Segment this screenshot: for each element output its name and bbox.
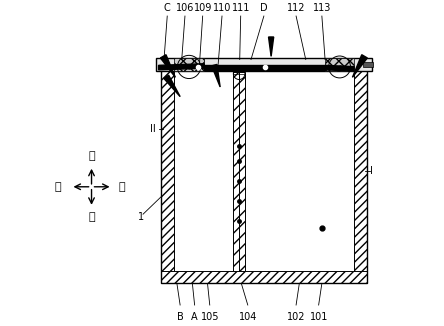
Polygon shape <box>159 64 204 70</box>
Text: I: I <box>370 166 373 176</box>
Text: D: D <box>260 3 268 13</box>
Polygon shape <box>325 65 354 71</box>
Polygon shape <box>353 55 367 77</box>
Polygon shape <box>164 75 180 96</box>
Text: 111: 111 <box>231 3 250 13</box>
Text: 104: 104 <box>238 312 257 322</box>
Text: 113: 113 <box>313 3 331 13</box>
Bar <box>156 58 372 71</box>
Text: 109: 109 <box>194 3 212 13</box>
Text: 1: 1 <box>138 212 144 222</box>
Text: 左: 左 <box>55 182 61 192</box>
Text: 上: 上 <box>88 151 95 161</box>
Polygon shape <box>269 37 274 56</box>
Bar <box>161 61 174 283</box>
Bar <box>161 271 367 283</box>
Polygon shape <box>212 65 220 87</box>
Polygon shape <box>160 55 175 77</box>
Polygon shape <box>204 65 325 70</box>
Text: 102: 102 <box>287 312 305 322</box>
Text: B: B <box>177 312 183 322</box>
Bar <box>161 61 367 69</box>
Text: 下: 下 <box>88 212 95 222</box>
Text: 110: 110 <box>213 3 231 13</box>
Text: II: II <box>150 124 156 134</box>
Text: 105: 105 <box>201 312 219 322</box>
Bar <box>354 61 367 283</box>
Bar <box>174 58 204 71</box>
Text: 右: 右 <box>119 182 126 192</box>
Bar <box>325 58 354 71</box>
Bar <box>363 62 373 67</box>
Bar <box>161 61 367 283</box>
Text: 112: 112 <box>287 3 305 13</box>
Text: 101: 101 <box>309 312 328 322</box>
Text: C: C <box>164 3 170 13</box>
Text: A: A <box>191 312 198 322</box>
Bar <box>233 72 245 271</box>
Text: 106: 106 <box>176 3 194 13</box>
